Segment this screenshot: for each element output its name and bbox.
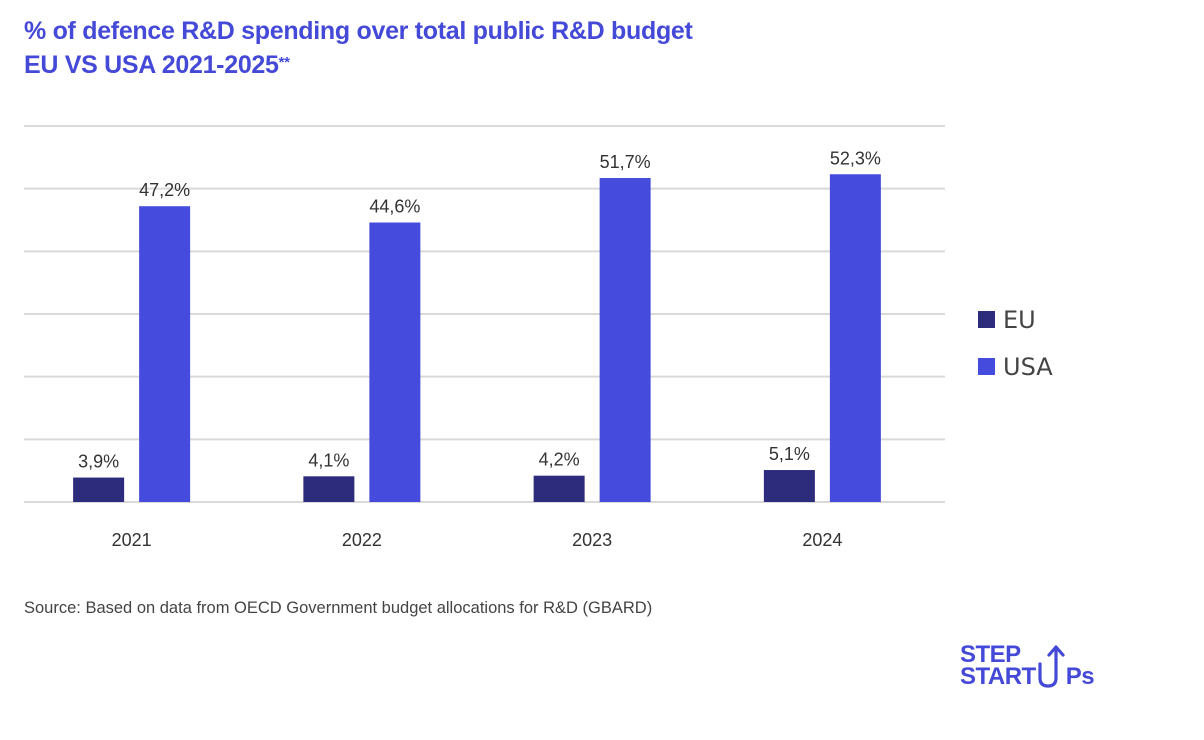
x-tick-label-2023: 2023: [572, 530, 612, 550]
bar-eu-2024: [763, 470, 815, 502]
bar-eu-2022: [303, 476, 355, 502]
data-label-usa-2021: 47,2%: [139, 180, 190, 200]
bar-usa-2023: [599, 178, 651, 502]
chart-title: % of defence R&D spending over total pub…: [24, 14, 693, 82]
data-label-usa-2023: 51,7%: [600, 152, 651, 172]
title-line-1: % of defence R&D spending over total pub…: [24, 17, 693, 45]
x-tick-label-2021: 2021: [112, 530, 152, 550]
bar-usa-2021: [139, 206, 191, 503]
title-line-2: EU VS USA 2021-2025**: [24, 48, 693, 82]
legend-swatch-usa: [978, 358, 995, 375]
legend: EU USA: [978, 296, 1053, 390]
title-line-2-text: EU VS USA 2021-2025: [24, 51, 279, 79]
logo-up-arrow-icon: [1036, 645, 1066, 688]
data-label-usa-2024: 52,3%: [830, 148, 881, 168]
logo-line-2: START Ps: [960, 645, 1095, 690]
logo-line-2-suffix: Ps: [1065, 663, 1095, 690]
bar-eu-2023: [533, 475, 585, 502]
data-label-usa-2022: 44,6%: [369, 197, 420, 217]
x-axis-tick-labels: 2021 2022 2023 2024: [112, 530, 843, 550]
data-label-eu-2022: 4,1%: [308, 450, 349, 470]
x-tick-label-2024: 2024: [802, 530, 842, 550]
legend-label-eu: EU: [1003, 305, 1036, 334]
data-label-eu-2021: 3,9%: [78, 452, 119, 472]
data-label-eu-2023: 4,2%: [539, 450, 580, 470]
legend-item-usa: USA: [978, 343, 1053, 390]
bar-eu-2021: [73, 477, 125, 502]
bar-usa-2022: [369, 222, 421, 503]
x-tick-label-2022: 2022: [342, 530, 382, 550]
title-footnote-mark: **: [278, 54, 290, 71]
legend-item-eu: EU: [978, 296, 1053, 343]
bars: [73, 174, 881, 503]
logo-line-2-prefix: START: [960, 663, 1036, 690]
legend-swatch-eu: [978, 311, 995, 328]
bar-usa-2024: [829, 174, 881, 502]
source-note: Source: Based on data from OECD Governme…: [24, 599, 653, 617]
data-label-eu-2024: 5,1%: [769, 444, 810, 464]
bar-chart: 3,9% 47,2% 4,1% 44,6% 4,2% 51,7% 5,1% 52,3% 202…: [24, 125, 945, 550]
logo-line-1: STEP: [960, 641, 1021, 668]
data-labels: 3,9% 47,2% 4,1% 44,6% 4,2% 51,7% 5,1% 52,3%: [78, 148, 881, 471]
legend-label-usa: USA: [1003, 352, 1053, 381]
step-startups-logo: STEP START Ps: [960, 641, 1095, 690]
